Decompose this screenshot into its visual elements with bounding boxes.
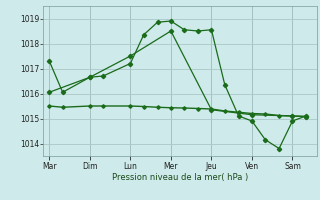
X-axis label: Pression niveau de la mer( hPa ): Pression niveau de la mer( hPa ) [112, 173, 248, 182]
